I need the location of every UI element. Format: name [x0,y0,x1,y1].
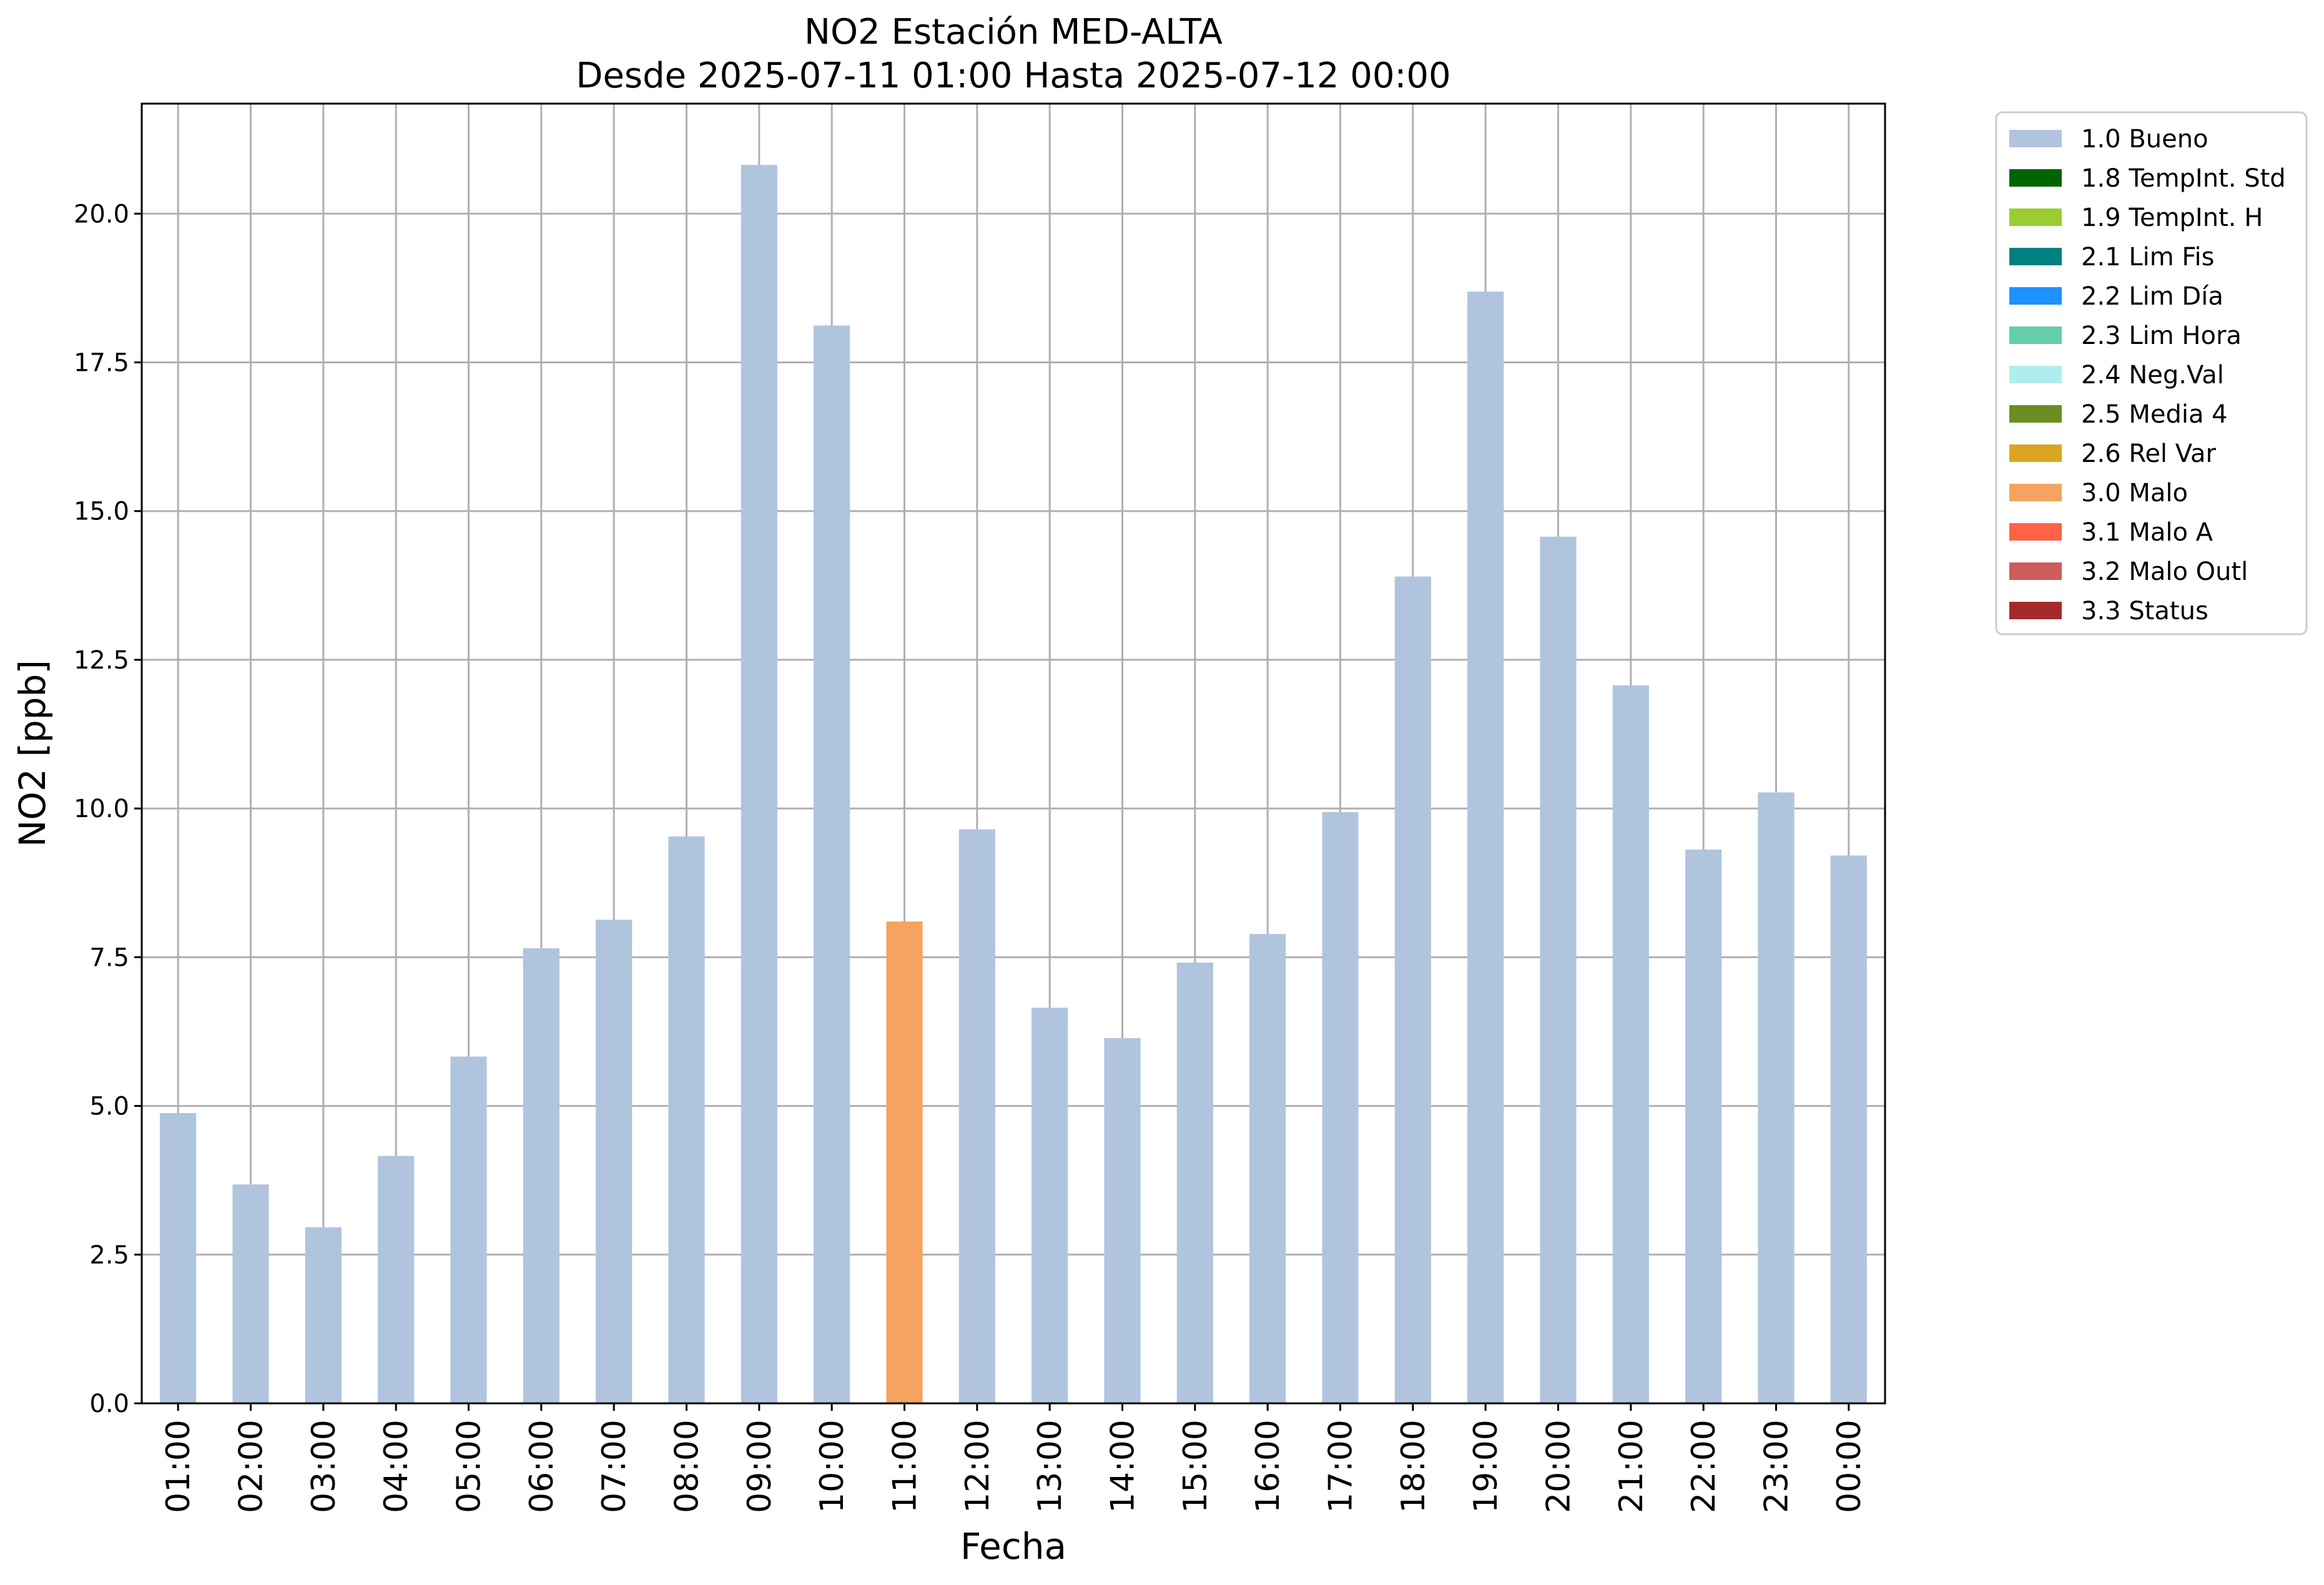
legend-swatch [2009,405,2062,423]
x-tick-label: 00:00 [1831,1420,1868,1513]
legend-swatch [2009,562,2062,580]
legend-label: 3.2 Malo Outl [2081,557,2248,586]
legend-label: 1.9 TempInt. H [2081,204,2263,232]
bar-23:00 [1758,792,1795,1403]
x-tick-label: 10:00 [814,1420,851,1513]
y-tick-label: 0.0 [89,1390,129,1418]
bar-00:00 [1830,855,1867,1403]
y-tick-label: 15.0 [74,498,129,526]
bars-layer [160,165,1867,1403]
legend-label: 3.0 Malo [2081,479,2188,508]
x-tick-label: 13:00 [1032,1420,1069,1513]
legend-label: 1.8 TempInt. Std [2081,164,2286,193]
legend-swatch [2009,169,2062,187]
legend-label: 1.0 Bueno [2081,125,2208,154]
bar-13:00 [1032,1008,1068,1403]
bar-19:00 [1467,292,1504,1403]
x-tick-label: 08:00 [669,1420,706,1513]
x-tick-label: 19:00 [1467,1420,1505,1513]
x-tick-label: 23:00 [1758,1420,1796,1513]
legend-label: 3.3 Status [2081,597,2208,626]
bar-10:00 [814,325,850,1403]
bar-21:00 [1612,685,1649,1403]
y-axis-label: NO2 [ppb] [11,660,54,847]
x-tick-label: 17:00 [1322,1420,1360,1513]
x-tick-label: 18:00 [1395,1420,1432,1513]
legend-swatch [2009,287,2062,305]
bar-20:00 [1540,536,1577,1403]
legend-swatch [2009,209,2062,226]
y-axis: 0.0 2.5 5.0 7.5 10.0 12.5 15.0 17.5 20.0 [74,200,142,1418]
x-tick-label: 03:00 [305,1420,343,1513]
legend-box [1995,111,2308,635]
bar-17:00 [1322,812,1359,1403]
legend-label: 2.5 Media 4 [2081,400,2228,429]
bar-02:00 [232,1184,269,1403]
bar-09:00 [741,165,777,1403]
y-tick-label: 17.5 [74,348,129,377]
bar-04:00 [378,1156,415,1403]
bar-22:00 [1685,849,1722,1403]
bar-18:00 [1394,576,1431,1403]
x-tick-label: 02:00 [233,1420,270,1513]
legend-swatch [2009,326,2062,344]
x-tick-label: 12:00 [959,1420,997,1513]
legend-swatch [2009,602,2062,619]
x-tick-label: 22:00 [1685,1420,1723,1513]
x-tick-label: 07:00 [596,1420,633,1513]
x-tick-label: 11:00 [887,1420,924,1513]
x-tick-label: 14:00 [1105,1420,1142,1513]
y-tick-label: 10.0 [74,795,129,823]
legend-swatch [2009,366,2062,383]
legend: 1.0 Bueno 1.8 TempInt. Std 1.9 TempInt. H 2… [1995,111,2308,635]
legend-label: 2.4 Neg.Val [2081,361,2224,390]
x-tick-label: 15:00 [1177,1420,1214,1513]
legend-label: 2.1 Lim Fis [2081,243,2214,272]
legend-label: 2.6 Rel Var [2081,439,2217,468]
bar-12:00 [958,829,995,1403]
x-tick-label: 21:00 [1613,1420,1650,1513]
legend-swatch [2009,444,2062,462]
bar-03:00 [305,1227,342,1403]
x-tick-label: 05:00 [451,1420,488,1513]
x-tick-label: 09:00 [741,1420,779,1513]
bar-06:00 [523,948,559,1403]
x-axis: 01:00 02:00 03:00 04:00 05:00 06:00 07:00 08:00… [160,1403,1868,1513]
x-tick-label: 06:00 [523,1420,561,1513]
legend-swatch [2009,130,2062,147]
legend-label: 3.1 Malo A [2081,518,2213,547]
x-tick-label: 20:00 [1540,1420,1578,1513]
bar-14:00 [1104,1038,1141,1403]
y-tick-label: 5.0 [89,1092,129,1121]
bar-07:00 [596,920,633,1403]
bar-08:00 [668,836,705,1403]
bar-01:00 [160,1113,197,1403]
x-tick-label: 04:00 [378,1420,415,1513]
legend-swatch [2009,523,2062,541]
bar-15:00 [1176,962,1213,1403]
legend-swatch [2009,484,2062,501]
x-tick-label: 16:00 [1249,1420,1287,1513]
chart-title-line1: NO2 Estación MED-ALTA [804,12,1223,52]
y-tick-label: 2.5 [89,1241,129,1270]
y-tick-label: 20.0 [74,200,129,228]
y-tick-label: 12.5 [74,646,129,675]
legend-swatch [2009,248,2062,265]
x-tick-label: 01:00 [160,1420,197,1513]
bar-05:00 [450,1056,487,1403]
chart-title-line2: Desde 2025-07-11 01:00 Hasta 2025-07-12 … [576,56,1450,96]
x-axis-label: Fecha [960,1525,1066,1568]
bar-16:00 [1249,934,1286,1403]
legend-label: 2.2 Lim Día [2081,282,2223,311]
legend-label: 2.3 Lim Hora [2081,321,2242,350]
bar-11:00 [886,921,923,1403]
y-tick-label: 7.5 [89,943,129,972]
plot-frame [140,102,1886,1405]
